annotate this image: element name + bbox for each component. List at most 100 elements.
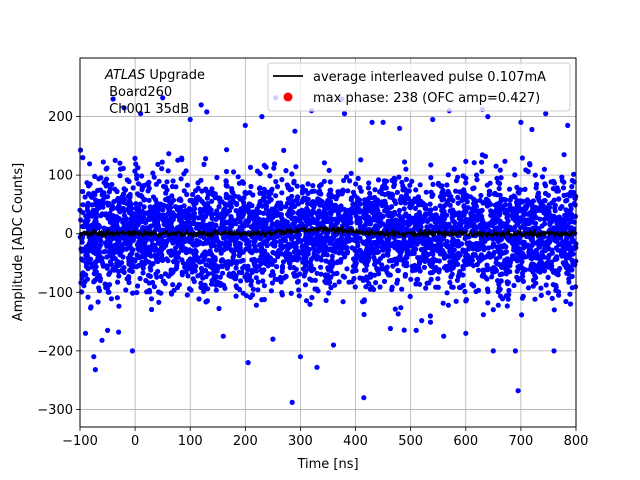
sample-point: [352, 262, 358, 268]
sample-point: [480, 267, 486, 273]
sample-point: [232, 193, 238, 199]
y-axis-label: Amplitude [ADC Counts]: [11, 163, 26, 321]
sample-point: [236, 269, 242, 275]
sample-point: [154, 274, 160, 280]
sample-point: [365, 185, 372, 191]
sample-point: [407, 182, 413, 188]
sample-point: [206, 257, 212, 263]
sample-point: [326, 280, 332, 286]
sample-point: [104, 254, 110, 260]
sample-point: [419, 202, 425, 208]
sample-point: [195, 185, 201, 191]
sample-point: [493, 256, 500, 262]
sample-point: [230, 249, 237, 255]
sample-point: [489, 274, 495, 280]
sample-point: [460, 266, 466, 272]
sample-point: [504, 234, 510, 241]
sample-point: [554, 238, 560, 244]
sample-point: [570, 189, 577, 195]
sample-point: [181, 188, 187, 194]
sample-point: [504, 266, 510, 272]
sample-point: [264, 243, 270, 249]
sample-point: [293, 164, 299, 170]
x-axis-label: Time [ns]: [296, 457, 358, 472]
outlier-point: [82, 330, 89, 336]
sample-point: [392, 306, 398, 312]
sample-point: [379, 191, 385, 197]
sample-point: [561, 192, 567, 198]
sample-point: [327, 240, 333, 246]
sample-point: [344, 248, 350, 255]
sample-point: [173, 265, 180, 271]
sample-point: [156, 299, 162, 305]
outlier-point: [485, 114, 491, 120]
sample-point: [256, 185, 262, 192]
sample-point: [432, 205, 439, 211]
sample-point: [348, 170, 354, 176]
sample-point: [237, 241, 243, 247]
sample-point: [333, 240, 339, 246]
sample-point: [245, 267, 251, 273]
sample-point: [127, 252, 133, 258]
sample-point: [390, 263, 396, 269]
sample-point: [327, 190, 333, 197]
sample-point: [302, 254, 308, 260]
sample-point: [412, 225, 418, 231]
sample-point: [172, 212, 178, 218]
sample-point: [248, 183, 254, 190]
sample-point: [180, 244, 186, 250]
sample-point: [395, 311, 401, 317]
sample-point: [137, 275, 143, 282]
sample-point: [327, 179, 333, 185]
sample-point: [283, 273, 289, 279]
sample-point: [309, 294, 315, 301]
sample-point: [265, 263, 271, 269]
sample-point: [418, 223, 424, 229]
sample-point: [303, 298, 310, 304]
sample-point: [241, 223, 247, 229]
sample-point: [525, 168, 531, 175]
sample-point: [358, 257, 364, 263]
sample-point: [333, 249, 339, 255]
sample-point: [340, 187, 346, 193]
sample-point: [433, 265, 439, 271]
sample-point: [101, 225, 107, 231]
sample-point: [485, 224, 491, 230]
sample-point: [357, 209, 363, 215]
sample-point: [171, 287, 177, 293]
sample-point: [535, 268, 542, 274]
sample-point: [478, 192, 484, 199]
sample-point: [511, 282, 517, 289]
sample-point: [124, 177, 130, 183]
sample-point: [148, 296, 155, 302]
sample-point: [235, 174, 241, 180]
sample-point: [474, 247, 480, 253]
sample-point: [421, 264, 427, 270]
sample-point: [202, 222, 208, 228]
sample-point: [561, 179, 567, 185]
sample-point: [309, 239, 315, 245]
sample-point: [155, 240, 161, 246]
sample-point: [134, 242, 141, 248]
sample-point: [393, 200, 399, 206]
sample-point: [225, 245, 231, 251]
sample-point: [497, 167, 503, 173]
sample-point: [368, 249, 375, 256]
sample-point: [437, 219, 443, 225]
sample-point: [475, 287, 482, 293]
sample-point: [517, 264, 523, 270]
sample-point: [520, 293, 526, 299]
sample-point: [295, 210, 302, 216]
sample-point: [543, 211, 549, 217]
sample-point: [213, 216, 219, 222]
sample-point: [146, 185, 152, 191]
sample-point: [406, 221, 413, 227]
sample-point: [380, 253, 386, 259]
sample-point: [247, 273, 253, 279]
sample-point: [559, 253, 565, 259]
sample-point: [126, 209, 132, 215]
sample-point: [141, 204, 147, 210]
sample-point: [522, 211, 529, 217]
sample-point: [84, 276, 90, 282]
